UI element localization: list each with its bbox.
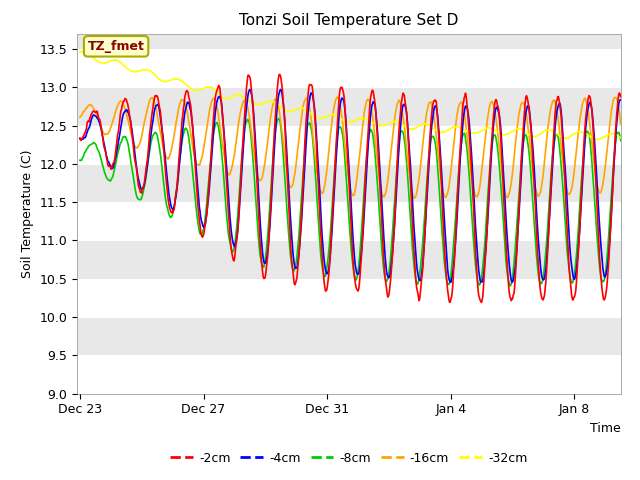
Legend: -2cm, -4cm, -8cm, -16cm, -32cm: -2cm, -4cm, -8cm, -16cm, -32cm xyxy=(165,447,532,469)
Bar xyxy=(77,202,621,240)
Title: Tonzi Soil Temperature Set D: Tonzi Soil Temperature Set D xyxy=(239,13,458,28)
X-axis label: Time: Time xyxy=(590,422,621,435)
Bar xyxy=(77,49,621,87)
Y-axis label: Soil Temperature (C): Soil Temperature (C) xyxy=(20,149,34,278)
Bar xyxy=(77,125,621,164)
Bar xyxy=(77,355,621,394)
Bar xyxy=(77,279,621,317)
Text: TZ_fmet: TZ_fmet xyxy=(88,40,145,53)
